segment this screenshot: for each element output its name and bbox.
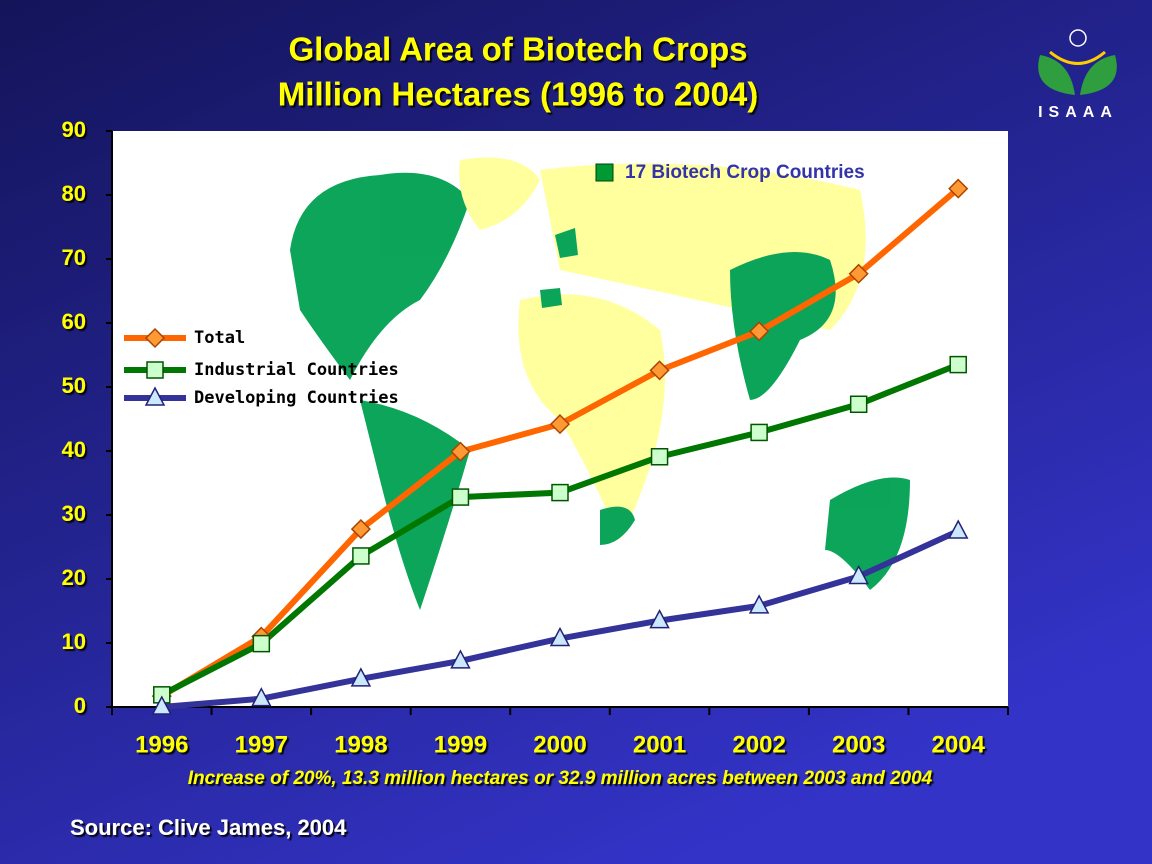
- logo-text: ISAAA: [1038, 104, 1118, 121]
- y-tick-label: 50: [62, 373, 86, 398]
- note: Increase of 20%, 13.3 million hectares o…: [188, 768, 933, 789]
- x-tick-label: 2003: [832, 731, 885, 758]
- x-tick-label: 1998: [334, 731, 387, 758]
- marker: [146, 361, 164, 379]
- x-tick-label: 1999: [434, 731, 487, 758]
- marker: [748, 594, 770, 614]
- y-tick-label: 70: [62, 245, 86, 270]
- world-map: [290, 157, 910, 610]
- x-tick-label: 2004: [932, 731, 986, 758]
- marker: [144, 386, 166, 406]
- marker: [252, 634, 271, 653]
- chart-title: Global Area of Biotech Crops: [288, 31, 747, 68]
- y-tick-label: 0: [74, 693, 86, 718]
- marker: [549, 414, 571, 435]
- y-tick-label: 80: [62, 181, 86, 206]
- marker: [350, 519, 371, 540]
- marker: [450, 649, 471, 669]
- marker: [350, 667, 372, 687]
- x-tick-label: 2000: [533, 731, 586, 758]
- source: Source: Clive James, 2004: [70, 815, 347, 840]
- marker: [848, 263, 869, 284]
- marker: [549, 626, 571, 647]
- y-tick-label: 30: [62, 501, 86, 526]
- legend-label: Developing Countries: [194, 388, 399, 408]
- marker: [650, 448, 669, 466]
- marker: [948, 178, 969, 199]
- marker: [251, 687, 272, 707]
- annotation: 17 Biotech Crop Countries: [625, 162, 865, 183]
- y-tick-label: 60: [62, 309, 86, 334]
- x-tick-label: 2001: [633, 731, 686, 758]
- marker: [649, 608, 670, 629]
- marker: [949, 355, 967, 374]
- marker: [451, 488, 470, 506]
- marker: [144, 327, 166, 349]
- y-tick-label: 40: [62, 437, 86, 462]
- marker: [649, 360, 670, 381]
- logo: ISAAA: [1038, 29, 1118, 121]
- marker: [352, 547, 370, 565]
- x-tick-label: 1996: [135, 731, 188, 758]
- marker: [551, 483, 569, 502]
- marker: [750, 423, 768, 442]
- x-tick-label: 1997: [235, 731, 288, 758]
- legend-label: Total: [194, 328, 245, 348]
- y-tick-label: 20: [62, 565, 86, 590]
- annotation-swatch: [595, 163, 614, 182]
- marker: [947, 519, 969, 539]
- marker: [749, 321, 770, 342]
- marker: [151, 695, 173, 715]
- marker: [848, 564, 869, 585]
- x-tick-label: 2002: [732, 731, 785, 758]
- y-tick-label: 90: [62, 117, 86, 142]
- y-tick-label: 10: [62, 629, 86, 654]
- legend-label: Industrial Countries: [194, 360, 399, 380]
- marker: [450, 441, 471, 462]
- marker: [849, 395, 868, 414]
- chart-subtitle: Million Hectares (1996 to 2004): [278, 76, 759, 113]
